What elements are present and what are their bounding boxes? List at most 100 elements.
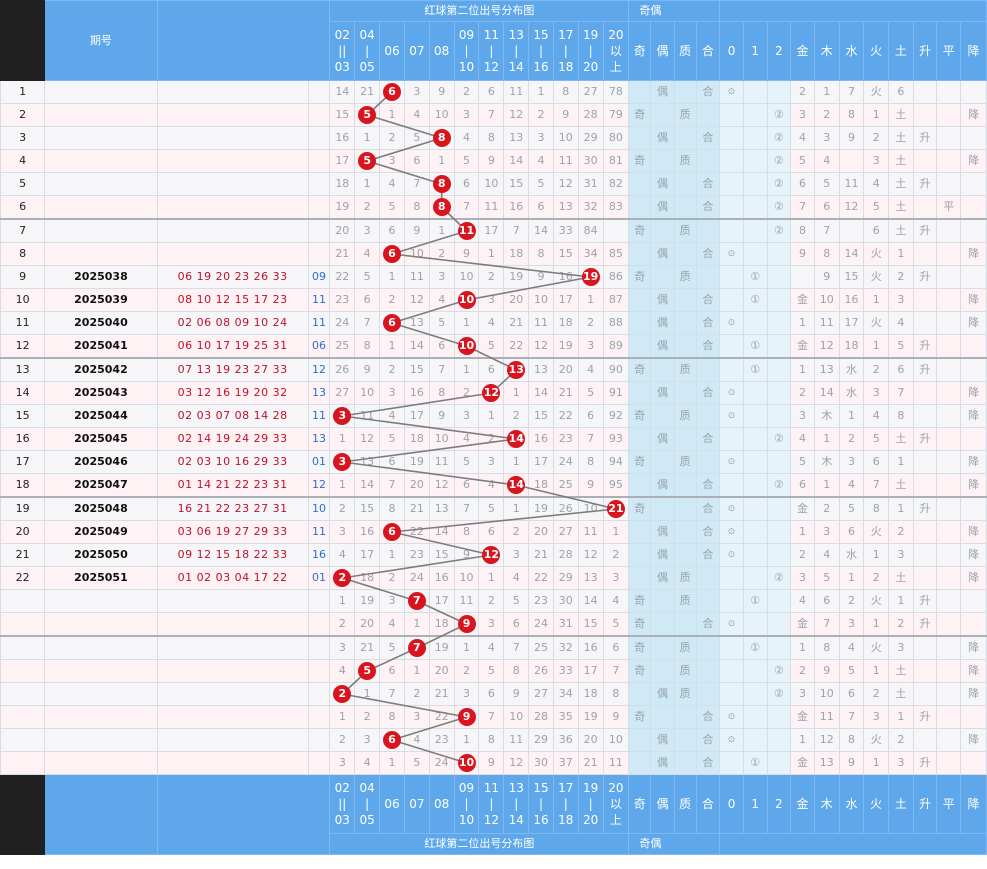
data-cell: 10	[552, 126, 579, 150]
data-cell: 20	[354, 612, 381, 637]
data-cell: 29	[577, 126, 604, 150]
data-cell: 8	[478, 728, 505, 752]
data-cell: 14	[503, 149, 530, 173]
header-blank	[719, 0, 987, 22]
data-cell: 质	[673, 218, 697, 243]
data-cell: 合	[695, 126, 721, 150]
data-cell: 5	[790, 149, 815, 173]
data-cell: 土	[888, 218, 914, 243]
footer-column-header: 木	[813, 774, 840, 834]
data-cell: 20	[428, 659, 455, 683]
data-cell: 12	[552, 172, 579, 196]
data-cell: 偶	[650, 242, 675, 266]
footer-column-header: 09 | 10	[453, 774, 480, 834]
blue-ball	[307, 635, 331, 660]
data-cell	[766, 334, 792, 359]
data-cell: 12	[813, 334, 840, 359]
data-cell	[650, 450, 675, 474]
data-cell: ⊙	[719, 520, 744, 544]
data-cell: 25	[329, 334, 356, 359]
table-row: 15 2025044 02 03 07 08 14 28 11 3 11 4 17 9 3 1 2 15…	[0, 404, 987, 428]
data-cell: 94	[602, 450, 630, 474]
data-cell: 质	[673, 149, 697, 173]
column-header: 02 || 03	[329, 21, 356, 81]
data-cell: 7	[403, 635, 430, 660]
data-cell: 35	[552, 705, 579, 729]
data-cell: 7	[503, 635, 530, 660]
data-cell: 5	[403, 126, 430, 150]
data-cell: 3	[813, 520, 840, 544]
data-cell	[695, 659, 721, 683]
data-cell	[960, 705, 987, 729]
red-balls	[156, 682, 309, 706]
data-cell: 13	[403, 311, 430, 335]
column-header: 09 | 10	[453, 21, 480, 81]
data-cell: 1	[888, 705, 914, 729]
red-balls: 07 13 19 23 27 33	[156, 357, 309, 382]
data-cell: 11	[503, 80, 530, 104]
blue-ball: 13	[307, 381, 331, 405]
data-cell: 8	[577, 450, 604, 474]
data-cell: 25	[552, 473, 579, 498]
data-cell: 11	[428, 450, 455, 474]
data-cell	[719, 195, 744, 220]
table-row: 22 2025051 01 02 03 04 17 22 01 2 18 2 24 16 10 1 4…	[0, 566, 987, 590]
data-cell: 2	[888, 520, 914, 544]
data-cell: 1	[790, 357, 815, 382]
hit-ball: 10	[457, 291, 476, 309]
data-cell: 14	[528, 381, 554, 405]
data-cell: 1	[403, 659, 430, 683]
blue-ball: 12	[307, 357, 331, 382]
data-cell: 火	[863, 520, 890, 544]
data-cell	[673, 381, 697, 405]
data-cell: 9	[528, 265, 554, 289]
data-cell: 降	[960, 381, 987, 405]
column-header: 火	[863, 21, 890, 81]
data-cell: 1	[888, 242, 914, 266]
data-cell	[960, 496, 987, 521]
data-cell: 11	[602, 751, 630, 775]
data-cell: 13	[354, 450, 381, 474]
issue-number: 2025044	[44, 404, 158, 428]
data-cell	[912, 473, 938, 498]
data-cell: 3	[329, 635, 356, 660]
blue-ball	[307, 612, 331, 637]
data-cell: 升	[912, 172, 938, 196]
data-cell: 20	[329, 218, 356, 243]
data-cell	[936, 149, 962, 173]
data-cell: 火	[863, 80, 890, 104]
data-cell: 12	[403, 288, 430, 312]
data-cell: 偶	[650, 473, 675, 498]
data-cell: 18	[528, 473, 554, 498]
data-cell	[650, 705, 675, 729]
data-cell: 偶	[650, 311, 675, 335]
data-cell: 9	[478, 751, 505, 775]
data-cell: 11	[528, 311, 554, 335]
data-cell: 15	[528, 404, 554, 428]
data-cell: 升	[912, 705, 938, 729]
data-cell	[628, 334, 652, 359]
data-cell: 21	[552, 381, 579, 405]
data-cell: 4	[838, 473, 865, 498]
data-cell: 2	[329, 612, 356, 637]
data-cell: 4	[379, 612, 405, 637]
data-cell: 16	[428, 566, 455, 590]
data-cell: 偶	[650, 334, 675, 359]
data-cell: 奇	[628, 705, 652, 729]
data-cell: 合	[695, 705, 721, 729]
column-header: 08	[428, 21, 455, 81]
data-cell	[912, 80, 938, 104]
column-header: 1	[742, 21, 768, 81]
issue-number: 2025040	[44, 311, 158, 335]
data-cell: 2	[838, 427, 865, 451]
data-cell: 升	[912, 126, 938, 150]
data-cell	[766, 450, 792, 474]
data-cell: 合	[695, 195, 721, 220]
row-index	[0, 728, 46, 752]
issue-number: 2025049	[44, 520, 158, 544]
header-columns-row: 02 || 03 04 | 05 06 07 08 09 | 10 11 | 12 13 | …	[1, 21, 987, 81]
row-index: 15	[0, 404, 46, 428]
red-balls-header	[156, 0, 331, 81]
data-cell	[673, 705, 697, 729]
data-cell: 32	[552, 635, 579, 660]
